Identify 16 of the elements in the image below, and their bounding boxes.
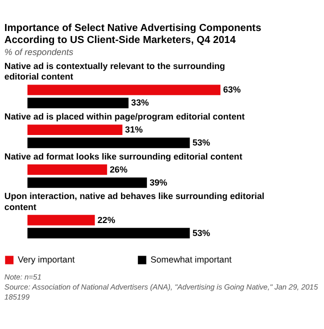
y-tick-label: Native ad format looks like surrounding editorial content [4, 151, 242, 162]
y-tick-label: Native ad is contextually relevant to the surrounding editorial content [4, 61, 226, 82]
chart-subtitle: % of respondents [4, 46, 74, 57]
data-label: 33% [131, 98, 150, 108]
y-tick-label: Native ad is placed within page/program editorial content [4, 112, 245, 122]
data-label: 53% [192, 138, 210, 148]
data-label: 53% [192, 228, 210, 238]
legend-label: Very important [18, 254, 76, 265]
data-label: 26% [110, 164, 128, 174]
chart-title: Importance of Select Native Advertising Components According to US Client-Side Marketers, Q4 2014 [4, 22, 262, 46]
data-label: 63% [223, 84, 241, 95]
data-label: 22% [97, 214, 116, 225]
data-label: 31% [125, 124, 143, 134]
y-tick-label: Upon interaction, native ad behaves like surrounding editorial content [4, 191, 264, 212]
legend-label: Somewhat important [150, 254, 232, 265]
data-label: 39% [150, 177, 168, 188]
